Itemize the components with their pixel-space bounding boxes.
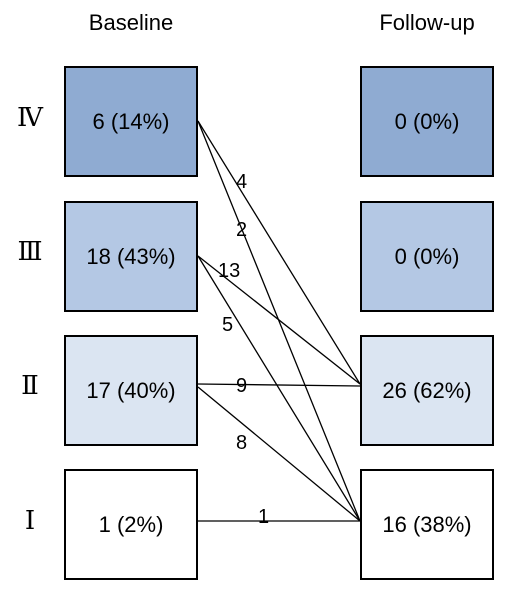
link-ii-to-ii — [197, 383, 361, 387]
grade-label-i: Ⅰ — [24, 506, 36, 535]
count-i-to-i: 1 — [258, 506, 269, 528]
count-iv-to-i: 2 — [236, 219, 247, 241]
baseline-box-iii: 18 (43%) — [64, 201, 198, 312]
link-ii-to-i — [197, 386, 361, 522]
count-iv-to-ii: 4 — [236, 171, 247, 193]
link-iv-to-ii — [197, 120, 361, 385]
grade-label-ii: Ⅱ — [21, 371, 39, 400]
link-iii-to-ii — [197, 255, 361, 385]
link-iv-to-i — [197, 120, 361, 522]
baseline-box-i: 1 (2%) — [64, 469, 198, 580]
baseline-column-title: Baseline — [88, 10, 174, 35]
grade-label-iv: Ⅳ — [17, 103, 43, 132]
followup-box-iii: 0 (0%) — [360, 201, 494, 312]
followup-box-i: 16 (38%) — [360, 469, 494, 580]
count-iii-to-ii: 13 — [218, 260, 240, 282]
count-ii-to-ii: 9 — [236, 375, 247, 397]
link-iii-to-i — [197, 255, 361, 522]
count-iii-to-i: 5 — [222, 314, 233, 336]
followup-box-ii: 26 (62%) — [360, 335, 494, 446]
followup-box-iv: 0 (0%) — [360, 66, 494, 177]
baseline-box-ii: 17 (40%) — [64, 335, 198, 446]
baseline-box-iv: 6 (14%) — [64, 66, 198, 177]
followup-column-title: Follow-up — [379, 10, 475, 35]
grade-label-iii: Ⅲ — [17, 237, 43, 266]
count-ii-to-i: 8 — [236, 432, 247, 454]
